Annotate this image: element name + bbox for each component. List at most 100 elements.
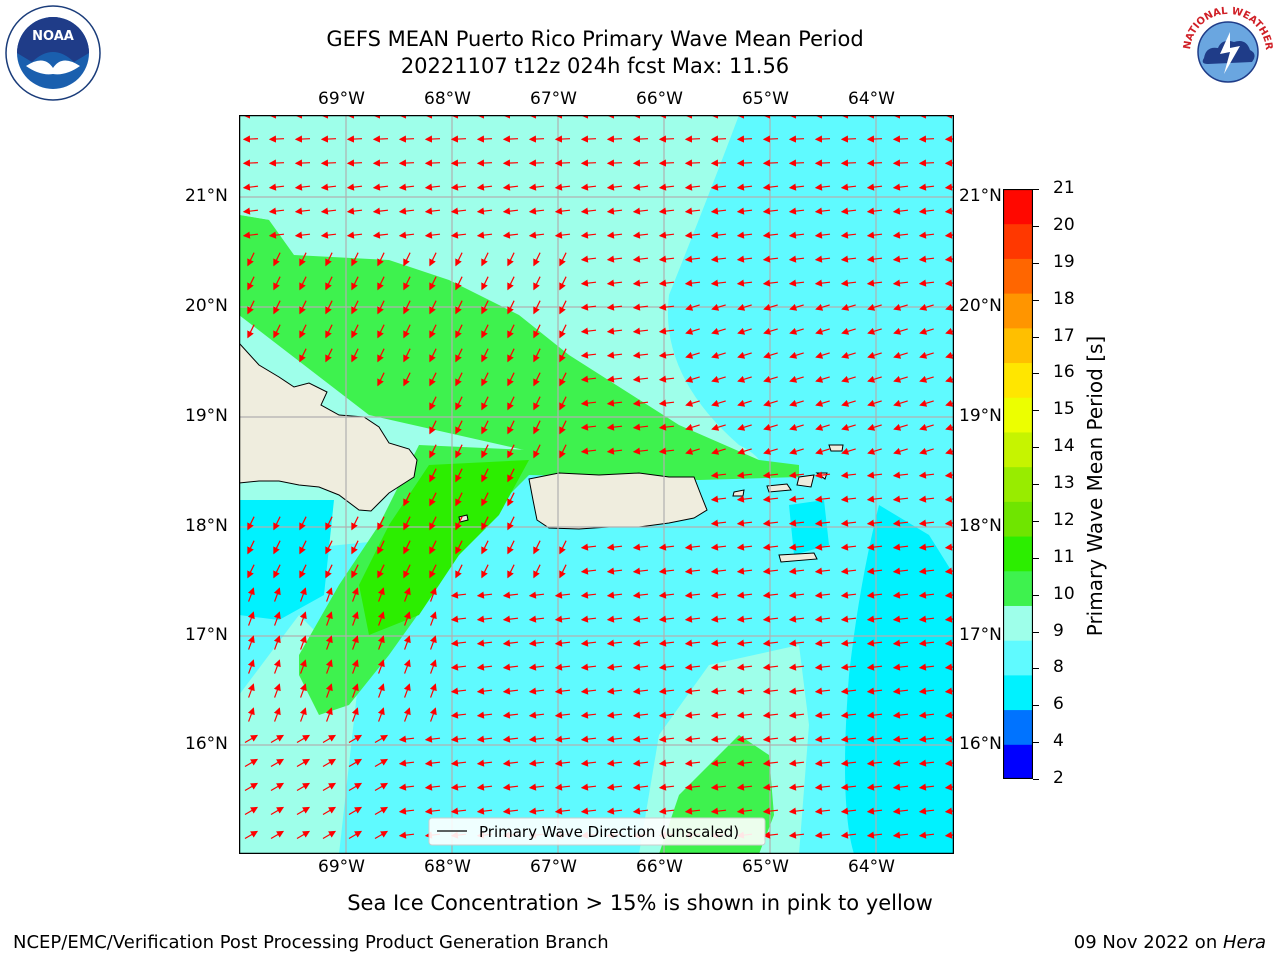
wave-arrow: [424, 183, 441, 191]
wave-arrow: [710, 231, 727, 239]
wave-arrow: [273, 564, 281, 579]
wave-arrow: [403, 683, 411, 698]
wave-arrow: [892, 207, 909, 215]
wave-arrow: [840, 231, 857, 239]
wave-arrow: [507, 564, 515, 579]
wave-arrow: [685, 423, 700, 431]
wave-arrow: [632, 231, 649, 239]
wave-arrow: [867, 303, 882, 311]
wave-arrow: [815, 423, 830, 431]
wave-arrow: [528, 639, 545, 647]
wave-arrow: [866, 207, 883, 215]
wave-arrow: [606, 231, 623, 239]
wave-arrow: [559, 276, 567, 291]
wave-arrow: [684, 735, 701, 743]
wave-arrow: [502, 711, 519, 719]
wave-arrow: [736, 183, 753, 191]
wave-arrow: [684, 255, 701, 263]
wave-arrow: [789, 375, 804, 383]
wave-arrow: [554, 183, 571, 191]
lon-label-top-67w: 67°W: [530, 89, 577, 109]
wave-arrow: [481, 420, 489, 435]
wave-arrow: [736, 567, 753, 575]
wave-arrow: [476, 183, 493, 191]
wave-arrow: [533, 444, 541, 459]
wave-arrow: [450, 159, 467, 167]
wave-arrow: [918, 711, 935, 719]
wave-arrow: [736, 471, 753, 479]
colorbar-label: Primary Wave Mean Period [s]: [1083, 335, 1107, 637]
wave-arrow: [554, 759, 571, 767]
wave-arrow: [270, 782, 285, 792]
wave-arrow: [502, 735, 519, 743]
wave-arrow: [606, 135, 623, 143]
wave-arrow: [450, 783, 467, 791]
wave-arrow: [580, 783, 597, 791]
wave-arrow: [763, 327, 778, 335]
wave-arrow: [658, 615, 675, 623]
wave-arrow: [403, 635, 411, 650]
wave-arrow: [476, 663, 493, 671]
wave-arrow: [918, 495, 935, 503]
wave-arrow: [737, 423, 752, 431]
wave-arrow: [814, 567, 831, 575]
wave-arrow: [788, 207, 805, 215]
wave-arrow: [892, 831, 909, 839]
wave-arrow: [374, 734, 389, 744]
wave-arrow: [325, 252, 333, 267]
wave-arrow: [762, 495, 779, 503]
wave-arrow: [736, 615, 753, 623]
wave-arrow: [606, 711, 623, 719]
wave-arrow: [892, 183, 909, 191]
wave-arrow: [867, 375, 882, 383]
wave-arrow: [684, 639, 701, 647]
wave-arrow: [866, 471, 883, 479]
wave-arrow: [242, 183, 259, 191]
wave-arrow: [710, 543, 727, 551]
wave-arrow: [866, 159, 883, 167]
wave-arrow: [580, 231, 597, 239]
wave-arrow: [346, 135, 363, 143]
wave-arrow: [762, 807, 779, 815]
wave-arrow: [684, 759, 701, 767]
wave-arrow: [559, 372, 567, 387]
wave-arrow: [268, 159, 285, 167]
wave-arrow: [580, 279, 597, 287]
wave-arrow: [918, 687, 935, 695]
wave-arrow: [658, 783, 675, 791]
wave-arrow: [658, 375, 675, 383]
wave-arrow: [658, 759, 675, 767]
wave-arrow: [685, 303, 700, 311]
wave-arrow: [762, 687, 779, 695]
wave-arrow: [580, 663, 597, 671]
wave-arrow: [481, 396, 489, 411]
wave-arrow: [866, 279, 883, 287]
wave-arrow: [533, 396, 541, 411]
lat-label-right-19n: 19°N: [959, 406, 1002, 426]
wave-arrow: [294, 207, 311, 215]
wave-arrow: [476, 783, 493, 791]
wave-arrow: [403, 707, 411, 722]
wave-arrow: [348, 782, 363, 792]
wave-arrow: [476, 711, 493, 719]
wave-arrow: [377, 300, 385, 315]
wave-arrow: [814, 735, 831, 743]
wave-arrow: [892, 783, 909, 791]
wave-arrow: [455, 348, 463, 363]
wave-arrow: [606, 567, 623, 575]
wave-arrow: [372, 231, 389, 239]
wave-arrow: [398, 783, 415, 791]
wave-arrow: [632, 399, 649, 407]
wave-arrow: [398, 735, 415, 743]
wave-arrow: [481, 324, 489, 339]
wave-arrow: [632, 807, 649, 815]
wave-arrow: [580, 135, 597, 143]
wave-arrow: [299, 611, 307, 626]
wave-arrow: [710, 615, 727, 623]
wave-arrow: [429, 683, 437, 698]
wave-arrow: [296, 734, 311, 744]
wave-arrow: [658, 807, 675, 815]
lat-label-left-21n: 21°N: [185, 186, 228, 206]
wave-arrow: [580, 183, 597, 191]
lat-label-left-19n: 19°N: [185, 406, 228, 426]
